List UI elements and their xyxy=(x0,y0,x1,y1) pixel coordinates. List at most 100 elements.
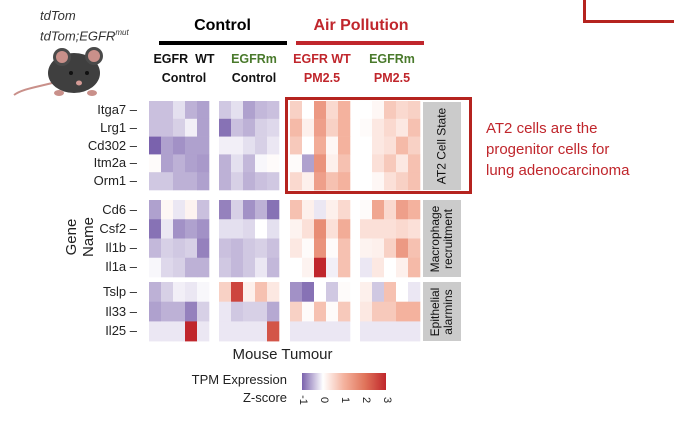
heatmap-cell-lrg1-3-3 xyxy=(396,118,409,137)
condition-line1: EGFR WT xyxy=(153,52,215,66)
heatmap-cell-il1b-3-1 xyxy=(372,238,385,259)
heatmap-cell-itga7-0-0 xyxy=(149,101,162,120)
heatmap-cell-lrg1-1-0 xyxy=(219,118,232,137)
heatmap-cell-cd302-1-1 xyxy=(231,136,244,155)
annotation-line: lung adenocarcinoma xyxy=(486,162,630,179)
condition-label-egfr-wt-control: EGFR WT Control xyxy=(144,50,224,88)
colorbar xyxy=(302,373,386,390)
heatmap-cell-cd302-1-0 xyxy=(219,136,232,155)
heatmap-cell-orm1-3-1 xyxy=(372,172,385,191)
colorbar-tick-label: -1 xyxy=(297,395,309,405)
heatmap-cell-il33-0-2 xyxy=(173,301,186,322)
heatmap-cell-il1b-2-3 xyxy=(326,238,339,259)
heatmap-cell-csf2-3-3 xyxy=(396,219,409,239)
heatmap-cell-il1a-2-4 xyxy=(338,257,351,278)
heatmap-cell-il1a-1-4 xyxy=(267,257,280,278)
group-line-air-pollution xyxy=(296,41,424,45)
heatmap-cell-lrg1-0-0 xyxy=(149,118,162,137)
heatmap-cell-lrg1-3-0 xyxy=(360,118,373,137)
heatmap-cell-cd302-0-3 xyxy=(185,136,198,155)
heatmap-cell-tslp-2-4 xyxy=(338,282,351,302)
gene-label-cd6: Cd6 – xyxy=(102,201,137,217)
heatmap-cell-tslp-1-4 xyxy=(267,282,280,302)
heatmap-cell-lrg1-3-4 xyxy=(408,118,421,137)
heatmap-cell-orm1-2-0 xyxy=(290,172,303,191)
heatmap-cell-cd6-0-4 xyxy=(197,200,210,220)
genotype-label-2: tdTom;EGFRmut xyxy=(40,24,129,44)
heatmap-cell-il1a-1-2 xyxy=(243,257,256,278)
heatmap-cell-cd302-1-3 xyxy=(255,136,268,155)
block-panel-at2: AT2 Cell State xyxy=(423,102,461,190)
heatmap-cell-orm1-2-1 xyxy=(302,172,315,191)
heatmap-cell-il1a-1-1 xyxy=(231,257,244,278)
heatmap-cell-il1a-2-0 xyxy=(290,257,303,278)
heatmap-cell-il33-2-4 xyxy=(338,301,351,322)
heatmap-cell-il33-0-0 xyxy=(149,301,162,322)
chart-title: Mouse Tumour xyxy=(232,346,333,363)
heatmap-cell-cd6-0-3 xyxy=(185,200,198,220)
heatmap-cell-csf2-2-4 xyxy=(338,219,351,239)
heatmap-cell-il25-0-2 xyxy=(173,321,186,342)
heatmap-cell-il33-3-1 xyxy=(372,301,385,322)
heatmap-cell-il25-2-1 xyxy=(302,321,315,342)
heatmap-cell-itga7-3-4 xyxy=(408,101,421,120)
heatmap-cell-itga7-3-0 xyxy=(360,101,373,120)
heatmap-cell-itga7-2-2 xyxy=(314,101,327,120)
heatmap-cell-itga7-1-3 xyxy=(255,101,268,120)
heatmap-cell-lrg1-2-3 xyxy=(326,118,339,137)
heatmap-cell-tslp-2-3 xyxy=(326,282,339,302)
heatmap-cell-il25-2-2 xyxy=(314,321,327,342)
heatmap-cell-itm2a-2-2 xyxy=(314,154,327,173)
heatmap-cell-csf2-3-0 xyxy=(360,219,373,239)
heatmap-cell-cd302-0-2 xyxy=(173,136,186,155)
heatmap-cell-csf2-2-3 xyxy=(326,219,339,239)
heatmap-cell-orm1-3-4 xyxy=(408,172,421,191)
heatmap-cell-cd6-1-3 xyxy=(255,200,268,220)
heatmap-cell-il33-1-4 xyxy=(267,301,280,322)
colorbar-label-1: TPM Expression xyxy=(191,372,287,387)
heatmap-cell-il1a-3-1 xyxy=(372,257,385,278)
heatmap-cell-il1a-0-1 xyxy=(161,257,174,278)
heatmap-cell-csf2-1-2 xyxy=(243,219,256,239)
heatmap-cell-csf2-0-1 xyxy=(161,219,174,239)
heatmap-cell-orm1-1-2 xyxy=(243,172,256,191)
heatmap-cell-il1b-3-2 xyxy=(384,238,397,259)
heatmap-cell-orm1-2-3 xyxy=(326,172,339,191)
heatmap-cell-il1a-2-1 xyxy=(302,257,315,278)
heatmap-cell-il1b-0-0 xyxy=(149,238,162,259)
heatmap-cell-lrg1-0-3 xyxy=(185,118,198,137)
condition-line1: EGFRm xyxy=(231,52,277,66)
heatmap-cell-il25-3-0 xyxy=(360,321,373,342)
heatmap-cell-cd6-3-3 xyxy=(396,200,409,220)
heatmap-cell-itm2a-3-1 xyxy=(372,154,385,173)
heatmap-cell-il25-0-3 xyxy=(185,321,198,342)
heatmap-cell-il1a-1-3 xyxy=(255,257,268,278)
heatmap-cell-lrg1-1-1 xyxy=(231,118,244,137)
heatmap-cell-il1b-2-2 xyxy=(314,238,327,259)
heatmap-cell-il33-0-1 xyxy=(161,301,174,322)
heatmap-cell-cd6-2-2 xyxy=(314,200,327,220)
heatmap-cell-tslp-2-2 xyxy=(314,282,327,302)
heatmap-cell-il1b-1-4 xyxy=(267,238,280,259)
mouse-icon xyxy=(13,47,103,96)
heatmap-cell-orm1-3-3 xyxy=(396,172,409,191)
heatmap-cell-il33-0-4 xyxy=(197,301,210,322)
heatmap-cell-tslp-3-1 xyxy=(372,282,385,302)
heatmap-cell-csf2-1-0 xyxy=(219,219,232,239)
heatmap-cell-il1b-0-3 xyxy=(185,238,198,259)
heatmap-cell-itm2a-1-1 xyxy=(231,154,244,173)
corner-box xyxy=(583,0,674,23)
heatmap-cell-cd6-3-2 xyxy=(384,200,397,220)
heatmap-cell-itm2a-3-2 xyxy=(384,154,397,173)
heatmap-cell-itm2a-2-0 xyxy=(290,154,303,173)
heatmap-cell-il1a-2-2 xyxy=(314,257,327,278)
heatmap-cell-il25-1-4 xyxy=(267,321,280,342)
condition-label-egfrm-control: EGFRm Control xyxy=(220,50,288,88)
heatmap-cell-tslp-0-0 xyxy=(149,282,162,302)
heatmap-cell-itga7-1-0 xyxy=(219,101,232,120)
heatmap-cell-il1b-2-0 xyxy=(290,238,303,259)
gene-label-lrg1: Lrg1 – xyxy=(100,119,137,135)
heatmap-cell-il33-3-3 xyxy=(396,301,409,322)
heatmap-cell-lrg1-0-2 xyxy=(173,118,186,137)
